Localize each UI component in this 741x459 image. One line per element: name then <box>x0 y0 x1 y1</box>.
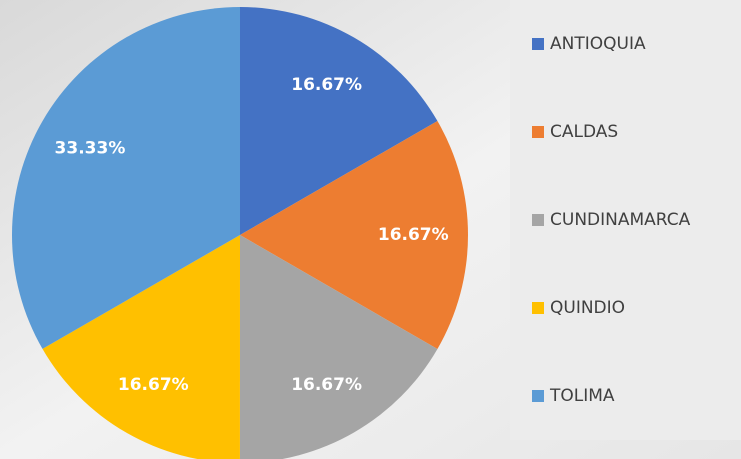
pie-slice <box>239 235 438 459</box>
legend-swatch <box>532 38 544 50</box>
legend-swatch <box>532 302 544 314</box>
legend-label: CUNDINAMARCA <box>550 210 691 230</box>
data-label: 16.67% <box>118 375 189 395</box>
pie: 16.67% 16.67% 16.67% 16.67% 33.33% <box>11 7 468 459</box>
legend-label: CALDAS <box>550 122 618 142</box>
legend-label: TOLIMA <box>549 386 615 406</box>
legend-swatch <box>532 214 544 226</box>
legend-swatch <box>532 390 544 402</box>
pie-slice <box>42 235 240 459</box>
legend: ANTIOQUIA CALDAS CUNDINAMARCA QUINDIO TOLIMA <box>532 34 691 406</box>
legend-label: ANTIOQUIA <box>550 34 646 54</box>
legend-swatch <box>532 126 544 138</box>
legend-panel <box>510 0 741 440</box>
pie-slice <box>240 7 438 235</box>
pie-slice <box>11 7 240 349</box>
data-label: 16.67% <box>291 375 362 395</box>
data-label: 33.33% <box>55 138 126 158</box>
pie-slice <box>240 121 468 350</box>
legend-label: QUINDIO <box>550 298 625 318</box>
data-label: 16.67% <box>378 225 449 245</box>
data-label: 16.67% <box>291 75 362 95</box>
